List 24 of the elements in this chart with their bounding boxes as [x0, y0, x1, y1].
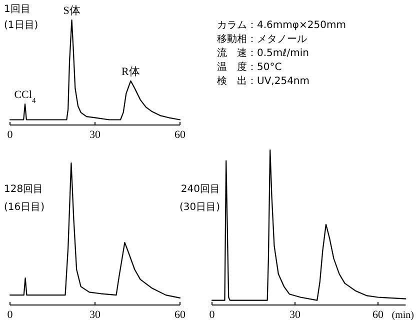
- x-tick-label: 60: [174, 309, 186, 321]
- x-tick-label: 30: [90, 129, 101, 141]
- chart-subtitle: (1日目): [4, 20, 38, 31]
- text: カラム：4.6mmφ×250mm: [217, 20, 346, 31]
- annotation: R体: [122, 66, 140, 78]
- text: 検 出：UV,254nm: [217, 75, 310, 87]
- x-tick-label: 0: [7, 129, 14, 141]
- text: 流 速：0.5mℓ/min: [217, 47, 310, 59]
- annotation: S体: [63, 5, 80, 17]
- text: 240回目: [180, 184, 220, 195]
- x-tick-label: 30: [90, 309, 101, 321]
- x-tick-label: 0: [209, 309, 216, 321]
- annotation: CCl$_{4}$: [14, 89, 36, 104]
- chart-title: 1回目: [4, 4, 30, 15]
- x-axis-title: (min): [392, 310, 414, 321]
- x-tick-label: 0: [7, 309, 14, 321]
- text: 温 度：50°C: [217, 61, 282, 73]
- text: (30日目): [179, 202, 220, 213]
- x-tick-label: 30: [290, 309, 301, 321]
- x-tick-label: 60: [174, 129, 186, 141]
- x-tick-label: 60: [372, 309, 384, 321]
- text: (16日目): [4, 202, 45, 213]
- text: 128回目: [4, 184, 44, 195]
- text: 移動相：メタノール: [217, 33, 307, 45]
